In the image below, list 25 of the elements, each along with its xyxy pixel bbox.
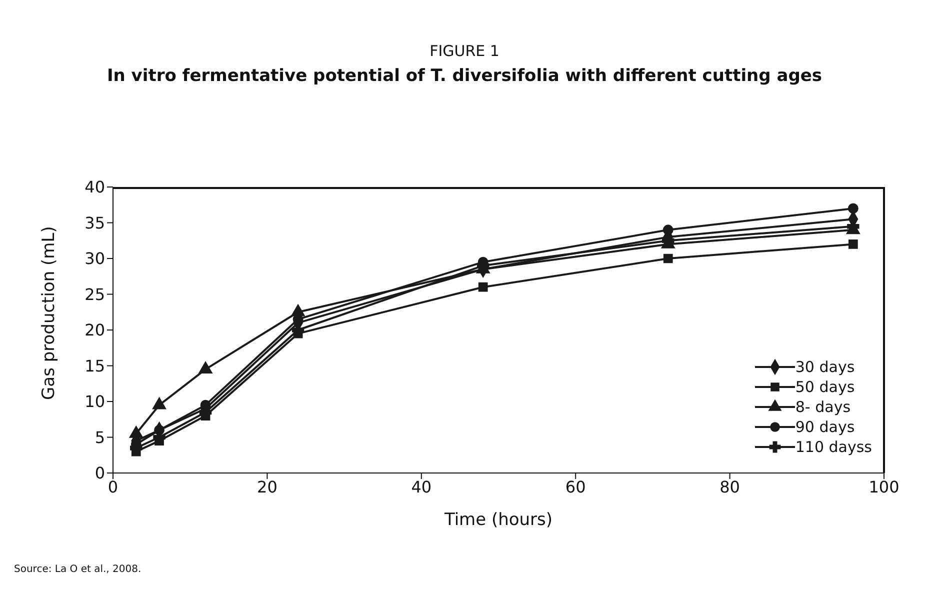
y-tick-label: 25 xyxy=(84,284,105,304)
y-tick-label: 0 xyxy=(94,464,105,483)
x-tick-label: 0 xyxy=(108,477,118,496)
legend-label: 30 days xyxy=(795,357,855,377)
chart-subtitle: In vitro fermentative potential of T. diversifolia with different cutting ages xyxy=(106,66,824,86)
legend-label: 8- days xyxy=(795,397,851,417)
legend-label: 90 days xyxy=(795,417,855,437)
x-tick-label: 20 xyxy=(257,477,278,496)
chart-title: FIGURE 1 xyxy=(428,42,500,60)
legend-label: 110 dayss xyxy=(795,437,872,457)
x-axis-title: Time (hours) xyxy=(443,510,553,530)
x-tick-label: 40 xyxy=(411,477,432,496)
source-note: Source: La O et al., 2008. xyxy=(14,564,142,575)
y-tick-label: 10 xyxy=(84,392,105,412)
y-tick-label: 15 xyxy=(84,356,105,376)
y-tick-label: 40 xyxy=(84,178,105,197)
y-tick-label: 20 xyxy=(84,320,105,340)
x-tick-label: 60 xyxy=(565,477,586,496)
y-tick-label: 5 xyxy=(94,428,105,447)
x-tick-label: 100 xyxy=(868,477,900,496)
y-axis-title: Gas production (mL) xyxy=(39,226,60,400)
legend-label: 50 days xyxy=(795,377,855,397)
y-tick-label: 35 xyxy=(84,213,105,232)
x-tick-label: 80 xyxy=(720,477,740,496)
y-tick-label: 30 xyxy=(84,249,105,268)
